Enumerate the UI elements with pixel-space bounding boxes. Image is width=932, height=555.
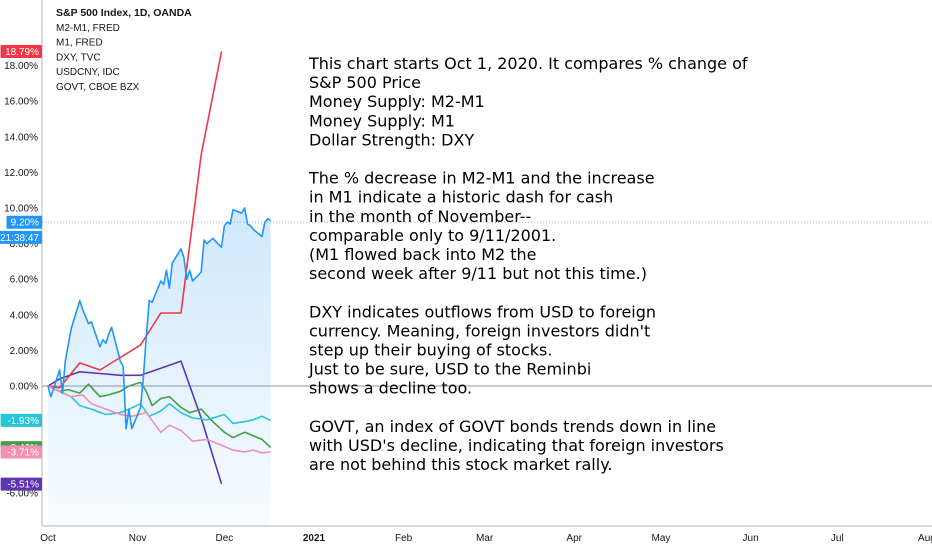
annotation-line: second week after 9/11 but not this time… [309,264,647,283]
value-tag [6,215,42,229]
x-tick-label: Dec [215,533,233,544]
y-tick-label: 2.00% [10,346,38,357]
x-tick-label: 2021 [303,533,326,544]
value-tag [0,45,43,59]
x-tick-label: Feb [395,533,413,544]
legend-title: S&P 500 Index, 1D, OANDA [56,7,192,19]
x-tick-label: Nov [129,533,147,544]
y-tick-label: 6.00% [10,275,38,286]
x-tick-label: Jul [831,533,844,544]
legend-entry: M1, FRED [56,38,103,49]
annotation-line: This chart starts Oct 1, 2020. It compar… [308,54,748,73]
value-tag [0,413,43,427]
legend-entry: DXY, TVC [56,52,101,63]
annotation-line: in the month of November-- [309,207,531,226]
x-tick-label: Jun [743,533,759,544]
y-tick-label: 8.00% [10,239,38,250]
annotation-line: GOVT, an index of GOVT bonds trends down… [309,417,716,436]
y-tick-label: 0.00% [10,382,38,393]
y-tick-label: -6.00% [6,488,38,499]
annotation-line: in M1 indicate a historic dash for cash [309,188,613,207]
series-line-5[interactable] [47,385,271,454]
annotation-line: The % decrease in M2-M1 and the increase [308,169,655,188]
annotation-line: currency. Meaning, foreign investors did… [309,321,650,340]
y-tick-label: 12.00% [4,168,38,179]
value-tag [0,445,43,459]
series-area-0 [48,208,271,526]
value-tag-label: -3.71% [7,448,39,459]
x-tick-label: Aug [918,533,932,544]
x-tick-label: May [652,533,671,544]
annotation-line: Money Supply: M2-M1 [309,92,485,111]
annotation-line: step up their buying of stocks. [309,341,552,360]
value-tag-label: -5.51% [7,480,39,491]
value-tag [0,230,42,244]
y-tick-label: 18.00% [4,61,38,72]
legend-entry: GOVT, CBOE BZX [56,82,140,93]
annotation-line: comparable only to 9/11/2001. [309,226,556,245]
annotation-line: with USD's decline, indicating that fore… [309,436,724,455]
series-line-2[interactable] [47,51,223,389]
value-tag-label: -1.93% [7,416,39,427]
value-tag-label: 18.79% [5,47,39,58]
annotation-line: DXY indicates outflows from USD to forei… [309,302,656,321]
series-line-4[interactable] [47,385,271,425]
annotation-line: S&P 500 Price [309,73,421,92]
legend-entry: USDCNY, IDC [56,67,120,78]
annotation-line: Just to be sure, USD to the Reminbi [308,360,591,379]
x-tick-label: Apr [566,533,582,544]
value-tag-label: 21:38:47 [0,233,39,244]
annotation-line: Money Supply: M1 [309,111,455,130]
annotation-line: Dollar Strength: DXY [309,130,474,149]
y-tick-label: 16.00% [4,97,38,108]
series-line-3[interactable] [47,381,272,449]
x-tick-label: Mar [476,533,494,544]
y-tick-label: 4.00% [10,310,38,321]
legend-entry: M2-M1, FRED [56,23,120,34]
annotation-line: are not behind this stock market rally. [309,455,612,474]
y-tick-label: 14.00% [4,132,38,143]
y-tick-label: 10.00% [4,204,38,215]
value-tag [0,477,43,491]
value-tag-label: 9.20% [11,218,39,229]
x-tick-label: Oct [40,533,56,544]
annotation-line: shows a decline too. [309,379,472,398]
annotation-line: (M1 flowed back into M2 the [309,245,537,264]
series-line-0[interactable] [47,207,272,430]
